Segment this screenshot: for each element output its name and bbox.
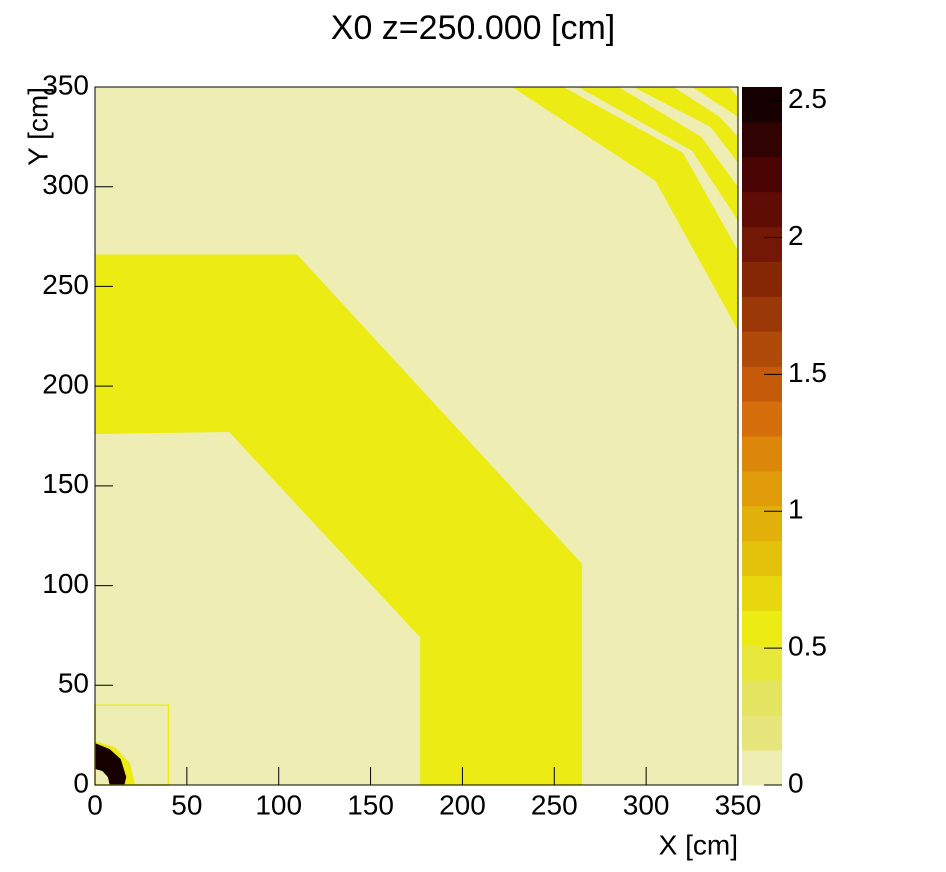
y-tick-label: 200 bbox=[42, 369, 89, 400]
x-tick-label: 250 bbox=[531, 789, 578, 820]
color-band bbox=[742, 87, 782, 123]
z-tick-label: 1.5 bbox=[788, 357, 827, 388]
region bbox=[692, 87, 738, 117]
y-tick-label: 100 bbox=[42, 568, 89, 599]
y-tick-label: 150 bbox=[42, 468, 89, 499]
x-tick-label: 50 bbox=[171, 789, 202, 820]
color-band bbox=[742, 680, 782, 716]
plot-frame bbox=[94, 86, 739, 786]
color-band bbox=[742, 436, 782, 472]
y-axis-label: Y [cm] bbox=[22, 87, 53, 166]
color-band bbox=[742, 645, 782, 681]
y-tick-label: 0 bbox=[73, 767, 89, 798]
y-tick-label: 350 bbox=[42, 69, 89, 100]
color-band bbox=[742, 470, 782, 507]
chart-title: X0 z=250.000 [cm] bbox=[331, 9, 615, 47]
color-band bbox=[742, 540, 782, 577]
x-tick-label: 300 bbox=[623, 789, 670, 820]
color-band bbox=[742, 296, 782, 332]
x-tick-label: 200 bbox=[439, 789, 486, 820]
region bbox=[95, 743, 127, 785]
color-band bbox=[742, 401, 782, 437]
z-tick-label: 0 bbox=[788, 767, 804, 798]
color-band bbox=[742, 261, 782, 297]
color-band bbox=[742, 331, 782, 367]
x-tick-label: 100 bbox=[255, 789, 302, 820]
x-tick-label: 150 bbox=[347, 789, 394, 820]
region bbox=[512, 87, 738, 331]
x-tick-label: 350 bbox=[715, 789, 762, 820]
color-band bbox=[742, 156, 782, 193]
color-band bbox=[742, 366, 782, 402]
z-tick-label: 2.5 bbox=[788, 83, 827, 114]
region bbox=[633, 87, 738, 163]
y-tick-label: 300 bbox=[42, 169, 89, 200]
x-tick-label: 0 bbox=[87, 789, 103, 820]
z-tick-label: 2 bbox=[788, 220, 804, 251]
x-axis-label: X [cm] bbox=[659, 829, 738, 860]
region bbox=[95, 254, 582, 785]
color-band bbox=[742, 121, 782, 158]
color-band bbox=[742, 715, 782, 751]
plot-area bbox=[94, 87, 738, 786]
color-band bbox=[742, 226, 782, 262]
y-tick-label: 50 bbox=[58, 668, 89, 699]
color-band bbox=[742, 610, 782, 646]
color-band bbox=[742, 750, 782, 786]
z-tick-label: 1 bbox=[788, 494, 804, 525]
z-tick-label: 0.5 bbox=[788, 631, 827, 662]
region bbox=[578, 87, 738, 221]
y-tick-label: 250 bbox=[42, 269, 89, 300]
color-band bbox=[742, 191, 782, 228]
color-band bbox=[742, 575, 782, 611]
